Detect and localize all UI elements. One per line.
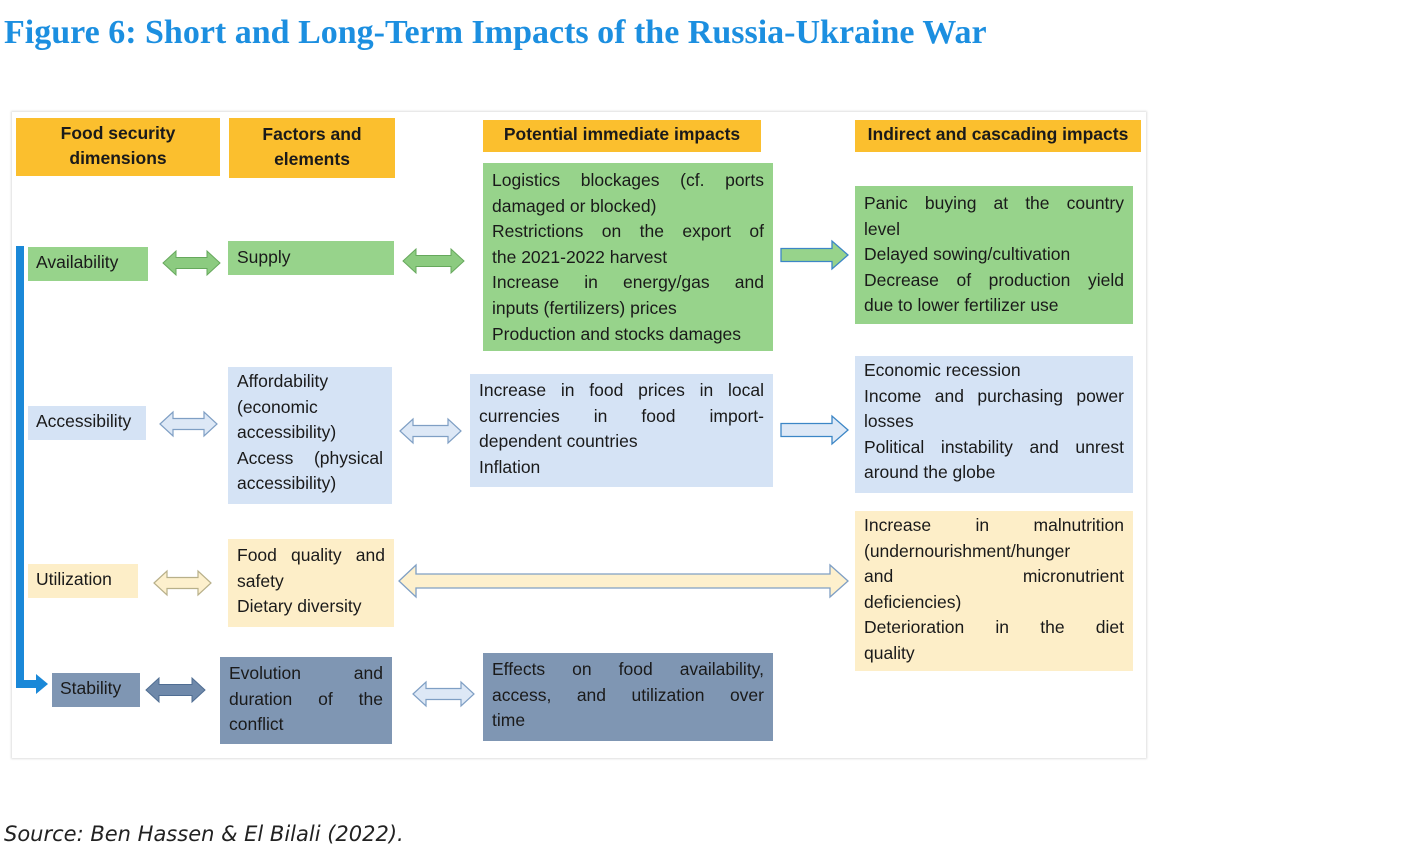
timeline-arrow: [16, 246, 48, 694]
indirect-availability: Panic buying at the country level Delaye…: [855, 186, 1133, 324]
impact-text: deficiencies): [864, 591, 962, 612]
impact-text: Deterioration in the diet: [864, 617, 1124, 638]
header-factors-line: elements: [274, 149, 350, 169]
indirect-utilization: Increase in malnutrition (undernourishme…: [855, 511, 1133, 671]
impact-text: currencies in food import-: [479, 405, 764, 426]
dimension-stability: Stability: [52, 673, 140, 707]
impact-text: the 2021-2022 harvest: [492, 246, 668, 267]
factor-text: accessibility): [237, 473, 337, 494]
impact-text: Logistics blockages (cf. ports: [492, 170, 764, 190]
factor-text: (economic: [237, 396, 318, 417]
arrow-accessibility: [780, 414, 849, 446]
impact-text: Panic buying at the country: [864, 193, 1124, 213]
factor-text: accessibility): [237, 422, 337, 443]
impact-text: Political instability and unrest: [864, 436, 1124, 457]
double-arrow-stability-2: [412, 680, 475, 708]
factor-text: Supply: [237, 247, 291, 267]
impact-text: Inflation: [479, 456, 541, 477]
impact-text: losses: [864, 411, 914, 432]
impact-text: damaged or blocked): [492, 195, 657, 216]
dimension-accessibility: Accessibility: [28, 406, 146, 440]
arrow-availability: [780, 239, 849, 271]
double-arrow-utilization-1: [153, 569, 212, 597]
header-dimensions: Food security dimensions: [16, 118, 220, 176]
header-dimensions-line: dimensions: [69, 148, 167, 168]
header-immediate-impacts: Potential immediate impacts: [483, 120, 761, 152]
header-dimensions-line: Food security: [60, 123, 176, 143]
impact-text: Economic recession: [864, 360, 1021, 380]
double-arrow-availability-1: [162, 249, 221, 277]
impact-text: Restrictions on the export of: [492, 221, 764, 242]
double-arrow-availability-2: [402, 247, 465, 275]
impact-text: Increase in food prices in local: [479, 380, 764, 400]
immediate-stability: Effects on food availability, access, an…: [483, 653, 773, 741]
factors-utilization: Food quality and safety Dietary diversit…: [228, 539, 394, 627]
factor-text: Food quality and: [237, 545, 385, 565]
double-arrow-accessibility-2: [399, 417, 462, 445]
dimension-utilization: Utilization: [28, 564, 138, 598]
impact-text: Decrease of production yield: [864, 269, 1124, 290]
impact-text: due to lower fertilizer use: [864, 295, 1059, 316]
factor-text: safety: [237, 570, 284, 591]
header-factors: Factors and elements: [229, 118, 395, 178]
impact-text: quality: [864, 642, 915, 663]
source-caption: Source: Ben Hassen & El Bilali (2022).: [4, 822, 404, 846]
indirect-accessibility: Economic recession Income and purchasing…: [855, 356, 1133, 493]
long-double-arrow-utilization: [398, 563, 849, 599]
impact-text: Increase in energy/gas and: [492, 272, 764, 293]
impact-text: time: [492, 710, 526, 731]
food-security-diagram: Food security dimensions Factors and ele…: [12, 112, 1146, 758]
impact-text: dependent countries: [479, 431, 638, 452]
immediate-accessibility: Increase in food prices in local currenc…: [470, 374, 773, 487]
impact-text: inputs (fertilizers) prices: [492, 297, 677, 318]
impact-text: (undernourishment/hunger: [864, 540, 1071, 561]
impact-text: and micronutrient: [864, 566, 1124, 587]
factors-stability: Evolution and duration of the conflict: [220, 657, 392, 744]
impact-text: level: [864, 218, 900, 239]
factor-text: duration of the: [229, 688, 383, 709]
header-factors-line: Factors and: [262, 124, 362, 144]
impact-text: around the globe: [864, 462, 996, 483]
factor-text: conflict: [229, 714, 284, 735]
figure-title: Figure 6: Short and Long-Term Impacts of…: [4, 14, 987, 51]
factor-text: Evolution and: [229, 663, 383, 683]
impact-text: Delayed sowing/cultivation: [864, 244, 1071, 265]
impact-text: Income and purchasing power: [864, 385, 1124, 406]
immediate-availability: Logistics blockages (cf. ports damaged o…: [483, 163, 773, 351]
double-arrow-stability-1: [145, 676, 206, 704]
factor-text: Dietary diversity: [237, 596, 362, 617]
dimension-availability: Availability: [28, 247, 148, 281]
factor-text: Affordability: [237, 371, 329, 391]
impact-text: Effects on food availability,: [492, 659, 764, 679]
factors-availability: Supply: [228, 241, 394, 275]
header-indirect-impacts: Indirect and cascading impacts: [855, 120, 1141, 152]
double-arrow-accessibility-1: [159, 410, 218, 438]
impact-text: Increase in malnutrition: [864, 515, 1124, 535]
factor-text: Access (physical: [237, 447, 383, 468]
impact-text: access, and utilization over: [492, 684, 764, 705]
factors-accessibility: Affordability (economic accessibility) A…: [228, 367, 392, 504]
impact-text: Production and stocks damages: [492, 323, 742, 344]
